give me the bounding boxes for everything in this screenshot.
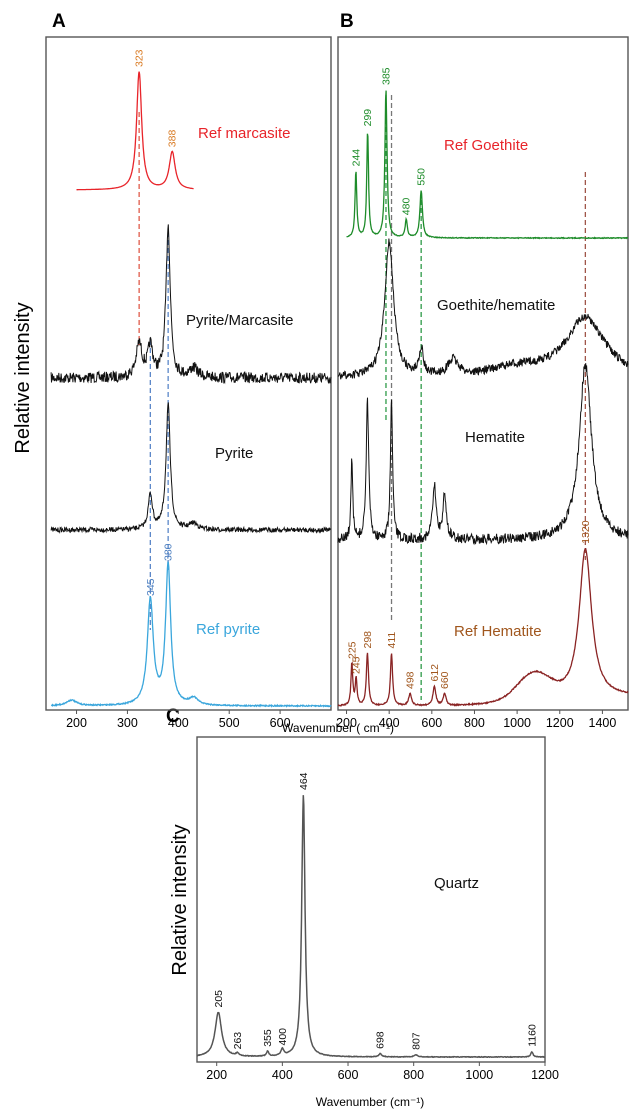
- series-line-pyrite: [50, 402, 332, 534]
- peak-label-400: 400: [277, 1028, 289, 1046]
- x-tick-label-c: 600: [338, 1068, 359, 1082]
- trace-label-goethite-hematite: Goethite/hematite: [437, 297, 555, 314]
- x-tick-label-a: 200: [66, 716, 87, 730]
- trace-label-quartz: Quartz: [434, 875, 479, 892]
- x-tick-label-b: 200: [336, 716, 357, 730]
- peak-label-411: 411: [386, 632, 398, 649]
- peak-label-245: 245: [351, 656, 363, 674]
- panel-b-frame: [337, 36, 629, 711]
- peak-label-323: 323: [134, 49, 146, 67]
- x-tick-label-b: 1400: [589, 716, 617, 730]
- peak-label-244: 244: [350, 149, 362, 167]
- series-line-goethite-hematite: [337, 238, 629, 380]
- x-tick-label-a: 600: [270, 716, 291, 730]
- ylabel-ab: Relative intensity: [12, 302, 34, 453]
- trace-label-ref-goethite: Ref Goethite: [444, 137, 528, 154]
- x-tick-label-a: 500: [219, 716, 240, 730]
- series-line-ref-hematite: [337, 547, 629, 707]
- x-tick-label-a: 300: [117, 716, 138, 730]
- x-tick-label-c: 400: [272, 1068, 293, 1082]
- x-tick-label-c: 800: [403, 1068, 424, 1082]
- trace-label-ref-marcasite: Ref marcasite: [198, 125, 291, 142]
- x-tick-label-c: 1200: [531, 1068, 559, 1082]
- peak-label-345: 345: [145, 578, 157, 596]
- x-tick-label-b: 600: [421, 716, 442, 730]
- xlabel-c: Wavenumber (cm⁻¹): [316, 1095, 425, 1109]
- x-tick-label-c: 200: [206, 1068, 227, 1082]
- x-tick-label-b: 400: [379, 716, 400, 730]
- panel-a-plot: 200 300 400 500 600 Ref marcasite 323 388 Pyrite…: [50, 49, 332, 730]
- peak-label-1320: 1320: [580, 520, 592, 544]
- trace-label-pyrite: Pyrite: [215, 445, 253, 462]
- series-line-hematite: [337, 363, 629, 546]
- peak-label-263: 263: [232, 1032, 244, 1050]
- peak-label-660: 660: [439, 671, 451, 689]
- trace-label-pyrite-marcasite: Pyrite/Marcasite: [186, 312, 294, 329]
- peak-label-612: 612: [429, 664, 441, 682]
- trace-label-ref-pyrite: Ref pyrite: [196, 621, 260, 638]
- trace-label-hematite: Hematite: [465, 429, 525, 446]
- peak-label-385: 385: [381, 67, 393, 85]
- peak-label-550: 550: [416, 168, 428, 186]
- peak-label-698: 698: [375, 1031, 387, 1049]
- series-line-ref-goethite: [346, 90, 629, 240]
- series-line-ref-marcasite: [76, 71, 194, 191]
- panel-c-frame: [196, 736, 546, 1063]
- peak-label-480: 480: [401, 198, 413, 216]
- series-line-quartz: [196, 795, 545, 1059]
- peak-label-388: 388: [167, 130, 179, 148]
- panel-letter-a: A: [52, 11, 66, 32]
- peak-label-299: 299: [362, 109, 374, 127]
- peak-label-807: 807: [411, 1032, 423, 1050]
- panel-letter-b: B: [340, 11, 354, 32]
- peak-label-498: 498: [405, 671, 417, 689]
- series-line-ref-pyrite: [50, 561, 332, 708]
- x-tick-label-c: 1000: [465, 1068, 493, 1082]
- xlabel-ab: Wavenumber ( cm⁻¹): [282, 721, 394, 735]
- series-line-pyrite-marcasite: [50, 224, 332, 385]
- peak-label-464: 464: [298, 772, 310, 790]
- peak-label-225: 225: [346, 641, 358, 659]
- panel-b-plot: 200 400 600 800 1000 1200 1400 Ref Goethite 244 2…: [336, 67, 629, 730]
- trace-label-ref-hematite: Ref Hematite: [454, 623, 542, 640]
- peak-label-1160: 1160: [526, 1024, 538, 1047]
- peak-label-298: 298: [362, 631, 374, 649]
- x-tick-label-a: 400: [168, 716, 189, 730]
- panel-letter-c: C: [166, 706, 180, 727]
- x-tick-label-b: 1000: [503, 716, 531, 730]
- panel-a-frame: [45, 36, 332, 711]
- x-tick-label-b: 800: [464, 716, 485, 730]
- ylabel-c: Relative intensity: [169, 824, 191, 975]
- peak-label-205: 205: [213, 990, 225, 1008]
- x-tick-label-b: 1200: [546, 716, 574, 730]
- peak-label-355: 355: [262, 1029, 274, 1047]
- peak-label-380: 380: [163, 543, 175, 561]
